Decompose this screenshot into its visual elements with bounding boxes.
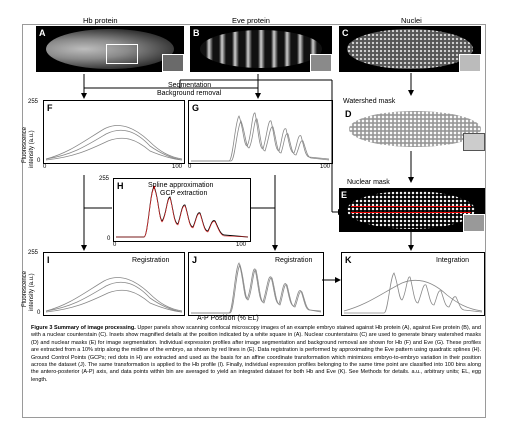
- caption-body: Upper panels show scanning confocal micr…: [31, 325, 481, 383]
- y-axis-label-line1-top: Fluorescence: [22, 126, 28, 163]
- eve-embryo-image: B: [190, 26, 332, 72]
- label-background-removal: Background removal: [157, 90, 222, 97]
- title-hb-protein: Hb protein: [83, 16, 118, 25]
- hb-embryo-image: A: [36, 26, 184, 72]
- registered-eve-curves: [191, 262, 322, 314]
- label-gcp-extraction: GCP extraction: [160, 190, 208, 197]
- watershed-embryo-shape: [349, 111, 481, 147]
- panel-letter-g: G: [192, 103, 200, 113]
- h-x-max: 100: [236, 242, 247, 248]
- nuclei-inset: [459, 54, 481, 72]
- label-segmentation: Segmentation: [168, 82, 212, 89]
- figure-caption: Figure 3 Summary of image processing. Up…: [31, 325, 481, 384]
- i-y-min: 0: [37, 310, 41, 316]
- spline-curve: [116, 185, 249, 238]
- panel-letter-d: D: [345, 109, 352, 119]
- x-axis-label: A-P Position (% EL): [197, 315, 259, 322]
- midline-strip-bottom: [351, 212, 471, 213]
- f-y-max: 255: [28, 99, 39, 105]
- integrated-curves: [343, 272, 483, 314]
- panel-h-spline: H Spline approximation GCP extraction: [113, 178, 251, 242]
- panel-letter-h: H: [117, 181, 124, 191]
- panel-letter-e: E: [341, 190, 348, 200]
- panel-letter-c: C: [342, 28, 349, 38]
- title-eve-protein: Eve protein: [232, 16, 270, 25]
- panel-letter-j: J: [192, 255, 198, 265]
- g-x-max: 100: [320, 164, 331, 170]
- eve-inset: [310, 54, 332, 72]
- panel-e-nuclear-mask: E: [339, 188, 485, 232]
- h-x-min: 0: [113, 242, 117, 248]
- label-nuclear-mask: Nuclear mask: [347, 179, 390, 186]
- panel-f-hb-profiles: F: [43, 100, 185, 164]
- i-y-max: 255: [28, 250, 39, 256]
- nuclei-embryo-shape: [347, 29, 473, 69]
- title-nuclei: Nuclei: [401, 16, 422, 25]
- panel-i-registered-hb: I Registration: [43, 252, 185, 316]
- y-axis-label-line1-bottom: Fluorescence: [22, 270, 28, 307]
- eve-profile-curves: [191, 112, 330, 162]
- midline-strip-top: [351, 206, 471, 207]
- label-registration-j: Registration: [275, 257, 313, 264]
- eve-embryo-stripes: [200, 30, 322, 68]
- nuclear-mask-inset: [463, 214, 485, 232]
- g-x-min: 0: [188, 164, 192, 170]
- label-integration: Integration: [436, 257, 470, 264]
- h-y-min: 0: [107, 236, 111, 242]
- y-axis-label-line2-bottom: intensity (a.u.): [29, 273, 35, 311]
- caption-heading: Figure 3 Summary of image processing.: [31, 325, 136, 331]
- panel-letter-f: F: [47, 103, 53, 113]
- h-y-max: 255: [99, 176, 110, 182]
- f-x-min: 0: [43, 164, 47, 170]
- hb-embryo-shape: [46, 29, 174, 69]
- hb-inset: [162, 54, 184, 72]
- watershed-inset: [463, 133, 485, 151]
- panel-g-eve-profiles: G: [188, 100, 333, 164]
- nuclei-embryo-image: C: [339, 26, 481, 72]
- panel-letter-k: K: [345, 255, 352, 265]
- label-registration-i: Registration: [132, 257, 170, 264]
- hb-profile-curves: [45, 125, 183, 161]
- label-watershed-mask: Watershed mask: [343, 98, 396, 105]
- panel-d-watershed-mask: D: [343, 107, 485, 151]
- panel-k-integrated: K Integration: [341, 252, 485, 316]
- y-axis-label-line2-top: intensity (a.u.): [29, 130, 35, 168]
- nuclear-mask-embryo: [347, 191, 475, 229]
- inset-marker-square: [106, 44, 138, 64]
- panel-letter-a: A: [39, 28, 46, 38]
- f-y-min: 0: [37, 158, 41, 164]
- f-x-max: 100: [172, 164, 183, 170]
- label-spline-approximation: Spline approximation: [148, 182, 214, 189]
- panel-letter-b: B: [193, 28, 200, 38]
- registered-hb-curves: [45, 277, 183, 313]
- panel-letter-i: I: [47, 255, 50, 265]
- panel-j-registered-eve: J Registration: [188, 252, 324, 316]
